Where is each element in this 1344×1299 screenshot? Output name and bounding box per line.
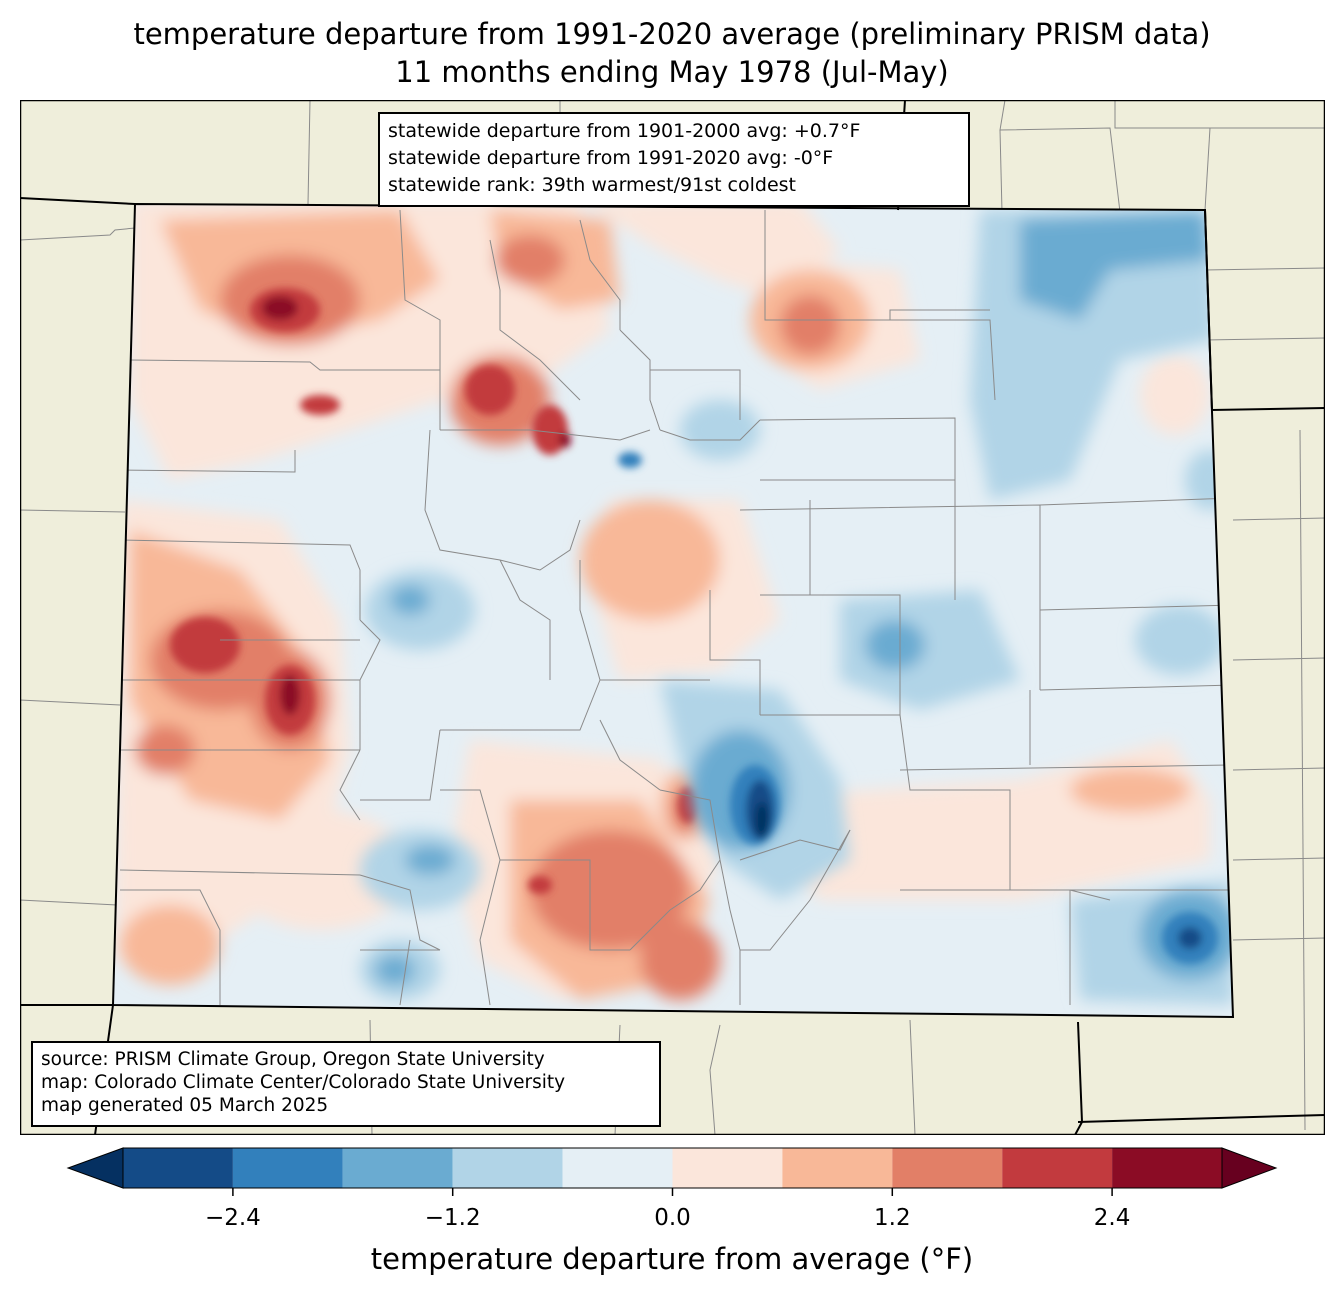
map-title: temperature departure from 1991-2020 ave… — [133, 17, 1211, 51]
colorbar-bin — [562, 1148, 673, 1188]
colorbar — [66, 1147, 1278, 1196]
colorbar-bin — [672, 1148, 783, 1188]
colorbar-bin — [782, 1148, 893, 1188]
colorado-border — [111, 202, 1235, 1019]
colorbar-extend-high — [1221, 1147, 1278, 1189]
stats-line-1991-2020: statewide departure from 1991-2020 avg: … — [388, 147, 834, 169]
credits-box: source: PRISM Climate Group, Oregon Stat… — [31, 1041, 661, 1127]
colorbar-bin — [232, 1148, 343, 1188]
map-frame — [20, 100, 1325, 1135]
state-borders — [20, 100, 1325, 1135]
colorbar-bin — [342, 1148, 453, 1188]
colorbar-tick-label: 2.4 — [1093, 1205, 1131, 1231]
neighbor-county-lines — [20, 100, 1325, 1135]
temperature-field — [113, 204, 1233, 1017]
stats-line-rank: statewide rank: 39th warmest/91st coldes… — [388, 174, 797, 196]
colorbar-bin — [452, 1148, 563, 1188]
credit-generated: map generated 05 March 2025 — [41, 1095, 329, 1116]
county-lines — [115, 209, 1233, 1006]
colorbar-bin — [1112, 1148, 1222, 1188]
map-subtitle: 11 months ending May 1978 (Jul-May) — [395, 55, 949, 89]
colorbar-bin — [123, 1148, 233, 1188]
stats-line-1901-2000: statewide departure from 1901-2000 avg: … — [388, 120, 861, 142]
credit-source: source: PRISM Climate Group, Oregon Stat… — [41, 1049, 545, 1070]
colorbar-tick-label: −2.4 — [204, 1205, 261, 1231]
colorbar-tick-label: −1.2 — [424, 1205, 481, 1231]
colorado-temperature-map — [20, 100, 1325, 1135]
colorbar-bin — [1002, 1148, 1113, 1188]
credit-map: map: Colorado Climate Center/Colorado St… — [41, 1072, 566, 1093]
colorbar-bin — [892, 1148, 1003, 1188]
statewide-stats-box: statewide departure from 1901-2000 avg: … — [378, 112, 970, 207]
colorbar-tick-label: 0.0 — [654, 1205, 691, 1231]
colorbar-tick-label: 1.2 — [874, 1205, 911, 1231]
colorbar-label: temperature departure from average (°F) — [370, 1242, 974, 1276]
colorbar-extend-low — [66, 1147, 124, 1189]
